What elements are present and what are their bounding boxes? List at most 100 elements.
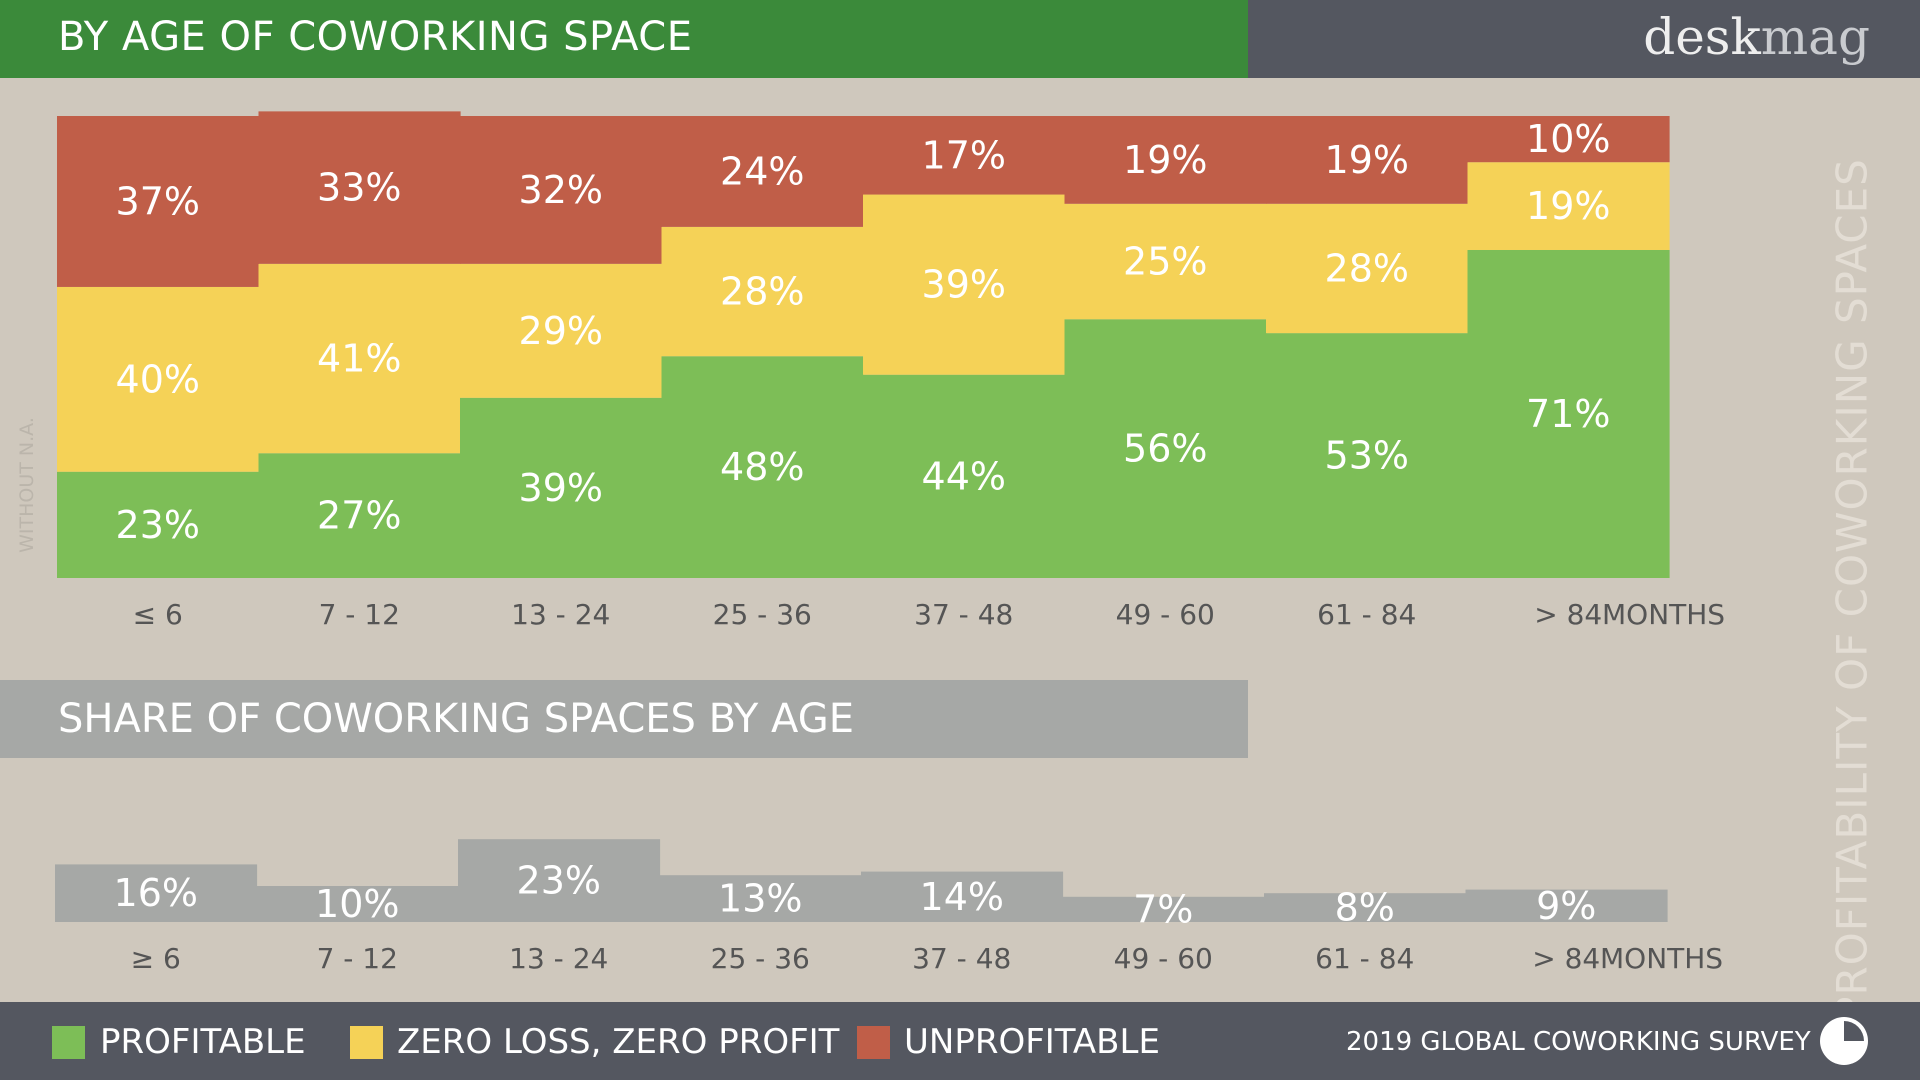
x-tick-label-bottom-3: 25 - 36 <box>711 942 810 975</box>
header-band: BY AGE OF COWORKING SPACE <box>0 0 1248 78</box>
x-tick-label-bottom-4: 37 - 48 <box>912 942 1011 975</box>
bar-unprofitable-5 <box>1064 116 1267 204</box>
share-data-label-6: 8% <box>1335 886 1395 930</box>
x-unit-label-bottom: MONTHS <box>1600 942 1723 975</box>
share-title: SHARE OF COWORKING SPACES BY AGE <box>58 696 854 742</box>
data-label-profitable-5: 56% <box>1123 427 1207 471</box>
bar-profitable-3 <box>661 356 864 578</box>
x-tick-label-top-3: 25 - 36 <box>713 598 812 631</box>
bar-unprofitable-3 <box>661 116 864 227</box>
bar-unprofitable-2 <box>460 116 663 264</box>
data-label-zero-3: 28% <box>720 270 804 314</box>
deskmag-logo: deskmag <box>1643 8 1870 66</box>
share-data-label-5: 7% <box>1133 887 1193 931</box>
bar-profitable-4 <box>863 374 1066 578</box>
data-label-zero-0: 40% <box>116 357 200 401</box>
footer: PROFITABLE ZERO LOSS, ZERO PROFIT UNPROF… <box>0 1002 1920 1080</box>
survey-label: 2019 GLOBAL COWORKING SURVEY <box>1346 1027 1811 1057</box>
pie-chart-icon <box>1820 1017 1868 1065</box>
data-label-unprofitable-6: 19% <box>1325 138 1409 182</box>
data-label-unprofitable-5: 19% <box>1123 138 1207 182</box>
data-label-profitable-0: 23% <box>116 503 200 547</box>
data-label-unprofitable-3: 24% <box>720 149 804 193</box>
share-data-label-7: 9% <box>1536 884 1596 928</box>
data-label-zero-4: 39% <box>922 263 1006 307</box>
share-bar-4 <box>861 871 1064 922</box>
data-label-unprofitable-1: 33% <box>317 166 401 210</box>
bar-zero-2 <box>460 263 663 398</box>
bar-profitable-7 <box>1467 249 1670 579</box>
share-bar-1 <box>256 886 459 922</box>
x-tick-label-bottom-6: 61 - 84 <box>1315 942 1414 975</box>
data-label-profitable-1: 27% <box>317 494 401 538</box>
x-tick-label-top-4: 37 - 48 <box>914 598 1013 631</box>
legend-swatch-unprofitable <box>857 1026 890 1059</box>
share-band: SHARE OF COWORKING SPACES BY AGE <box>0 680 1248 758</box>
data-label-zero-6: 28% <box>1325 246 1409 290</box>
legend-swatch-profitable <box>52 1026 85 1059</box>
chart-title: BY AGE OF COWORKING SPACE <box>58 14 693 60</box>
data-label-zero-2: 29% <box>519 309 603 353</box>
logo-band: deskmag <box>1248 0 1920 78</box>
x-tick-label-top-6: 61 - 84 <box>1317 598 1416 631</box>
x-tick-label-top-2: 13 - 24 <box>511 598 610 631</box>
bar-zero-3 <box>661 226 864 357</box>
x-tick-label-bottom-2: 13 - 24 <box>509 942 608 975</box>
x-tick-label-bottom-5: 49 - 60 <box>1114 942 1213 975</box>
share-bar-0 <box>55 864 258 922</box>
bar-unprofitable-4 <box>863 116 1066 195</box>
share-bar-2 <box>458 839 661 922</box>
data-label-profitable-3: 48% <box>720 445 804 489</box>
share-bar-3 <box>659 875 862 922</box>
bar-zero-4 <box>863 194 1066 375</box>
share-data-label-2: 23% <box>517 859 601 903</box>
x-tick-label-top-0: ≤ 6 <box>133 598 183 631</box>
bar-zero-7 <box>1467 162 1670 250</box>
bar-zero-6 <box>1266 203 1469 334</box>
share-data-label-0: 16% <box>114 871 198 915</box>
x-tick-label-bottom-0: ≥ 6 <box>131 942 181 975</box>
data-label-unprofitable-7: 10% <box>1526 117 1610 161</box>
data-label-unprofitable-0: 37% <box>116 179 200 223</box>
share-bar-5 <box>1062 896 1265 922</box>
x-tick-label-bottom-1: 7 - 12 <box>317 942 398 975</box>
data-label-zero-5: 25% <box>1123 240 1207 284</box>
x-tick-label-bottom-7: > 84 <box>1532 942 1600 975</box>
bar-profitable-0 <box>57 471 260 578</box>
logo-tail: mag <box>1760 8 1870 66</box>
data-label-unprofitable-4: 17% <box>922 133 1006 177</box>
data-label-profitable-2: 39% <box>519 466 603 510</box>
bar-unprofitable-0 <box>57 116 260 287</box>
legend-label-zero: ZERO LOSS, ZERO PROFIT <box>397 1022 840 1062</box>
x-unit-label-top: MONTHS <box>1602 598 1725 631</box>
bar-unprofitable-7 <box>1467 116 1670 163</box>
data-label-profitable-7: 71% <box>1526 392 1610 436</box>
bar-profitable-6 <box>1266 333 1469 578</box>
bar-profitable-1 <box>258 453 461 578</box>
share-data-label-3: 13% <box>718 877 802 921</box>
data-label-profitable-6: 53% <box>1325 434 1409 478</box>
x-tick-label-top-1: 7 - 12 <box>319 598 400 631</box>
share-data-label-4: 14% <box>920 875 1004 919</box>
bar-profitable-5 <box>1064 319 1267 578</box>
bar-zero-1 <box>258 263 461 454</box>
x-tick-label-top-5: 49 - 60 <box>1116 598 1215 631</box>
share-bar-6 <box>1264 893 1467 922</box>
share-bar-7 <box>1465 889 1668 922</box>
data-label-zero-1: 41% <box>317 337 401 381</box>
data-label-zero-7: 19% <box>1526 184 1610 228</box>
bar-unprofitable-6 <box>1266 116 1469 204</box>
data-label-profitable-4: 44% <box>922 454 1006 498</box>
legend-swatch-zero <box>350 1026 383 1059</box>
legend-label-unprofitable: UNPROFITABLE <box>904 1022 1160 1062</box>
bar-unprofitable-1 <box>258 111 461 264</box>
share-data-label-1: 10% <box>315 882 399 926</box>
bar-zero-0 <box>57 286 260 472</box>
bar-profitable-2 <box>460 397 663 578</box>
bar-zero-5 <box>1064 203 1267 320</box>
x-tick-label-top-7: > 84 <box>1534 598 1602 631</box>
data-label-unprofitable-2: 32% <box>519 168 603 212</box>
logo-main: desk <box>1643 8 1761 66</box>
legend-label-profitable: PROFITABLE <box>100 1022 306 1062</box>
